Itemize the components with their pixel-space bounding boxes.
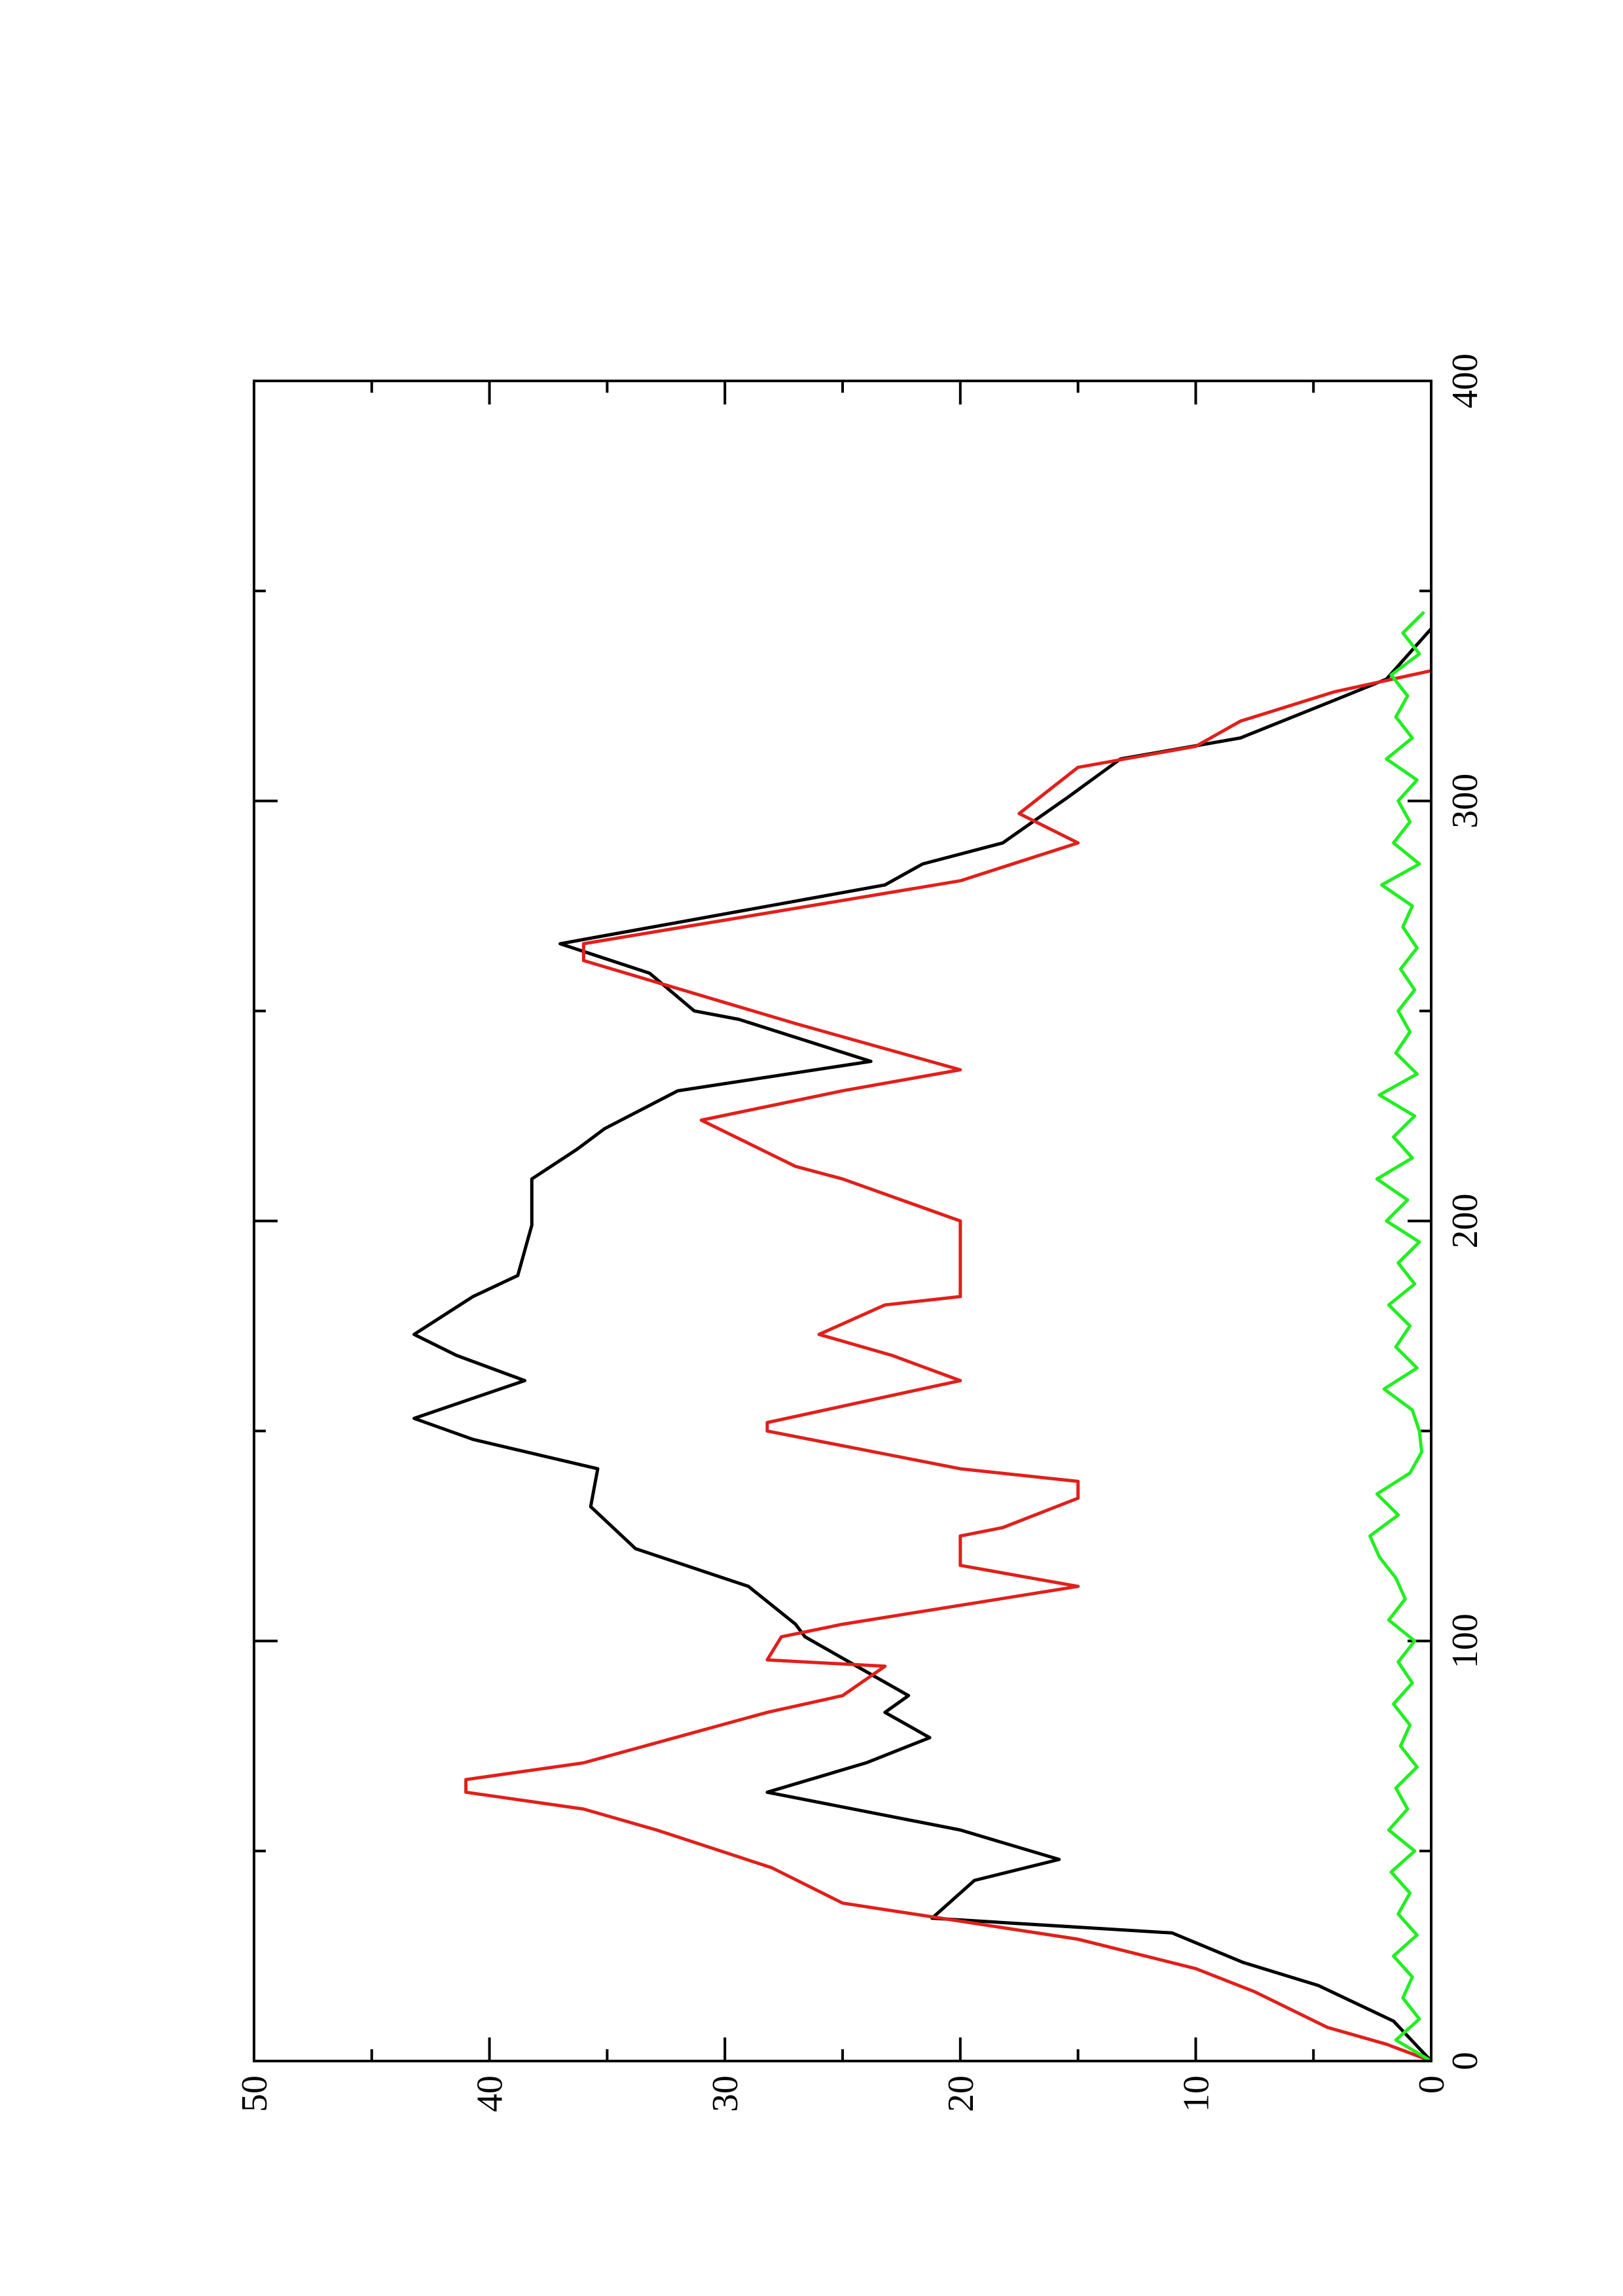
x-tick-label: 0 <box>1445 2052 1486 2070</box>
y-tick-label: 20 <box>941 2075 981 2112</box>
x-tick-label: 200 <box>1445 1194 1486 1249</box>
data-line <box>412 627 1432 2062</box>
y-tick-label: 10 <box>1176 2075 1216 2112</box>
data-line <box>1368 611 1432 2063</box>
data-line <box>464 669 1432 2063</box>
y-tick-label: 50 <box>234 2075 275 2112</box>
y-tick-label: 0 <box>1412 2075 1452 2094</box>
rotated-plot: 0 100 200 300 400 0 10 20 30 40 50 <box>234 353 1486 2112</box>
x-tick-label: 400 <box>1445 353 1486 408</box>
y-tick-label: 40 <box>470 2075 511 2112</box>
x-tick-label: 300 <box>1445 774 1486 829</box>
x-tick-label: 100 <box>1445 1613 1486 1668</box>
plot-frame <box>253 380 1432 2062</box>
y-tick-label: 30 <box>705 2075 746 2112</box>
